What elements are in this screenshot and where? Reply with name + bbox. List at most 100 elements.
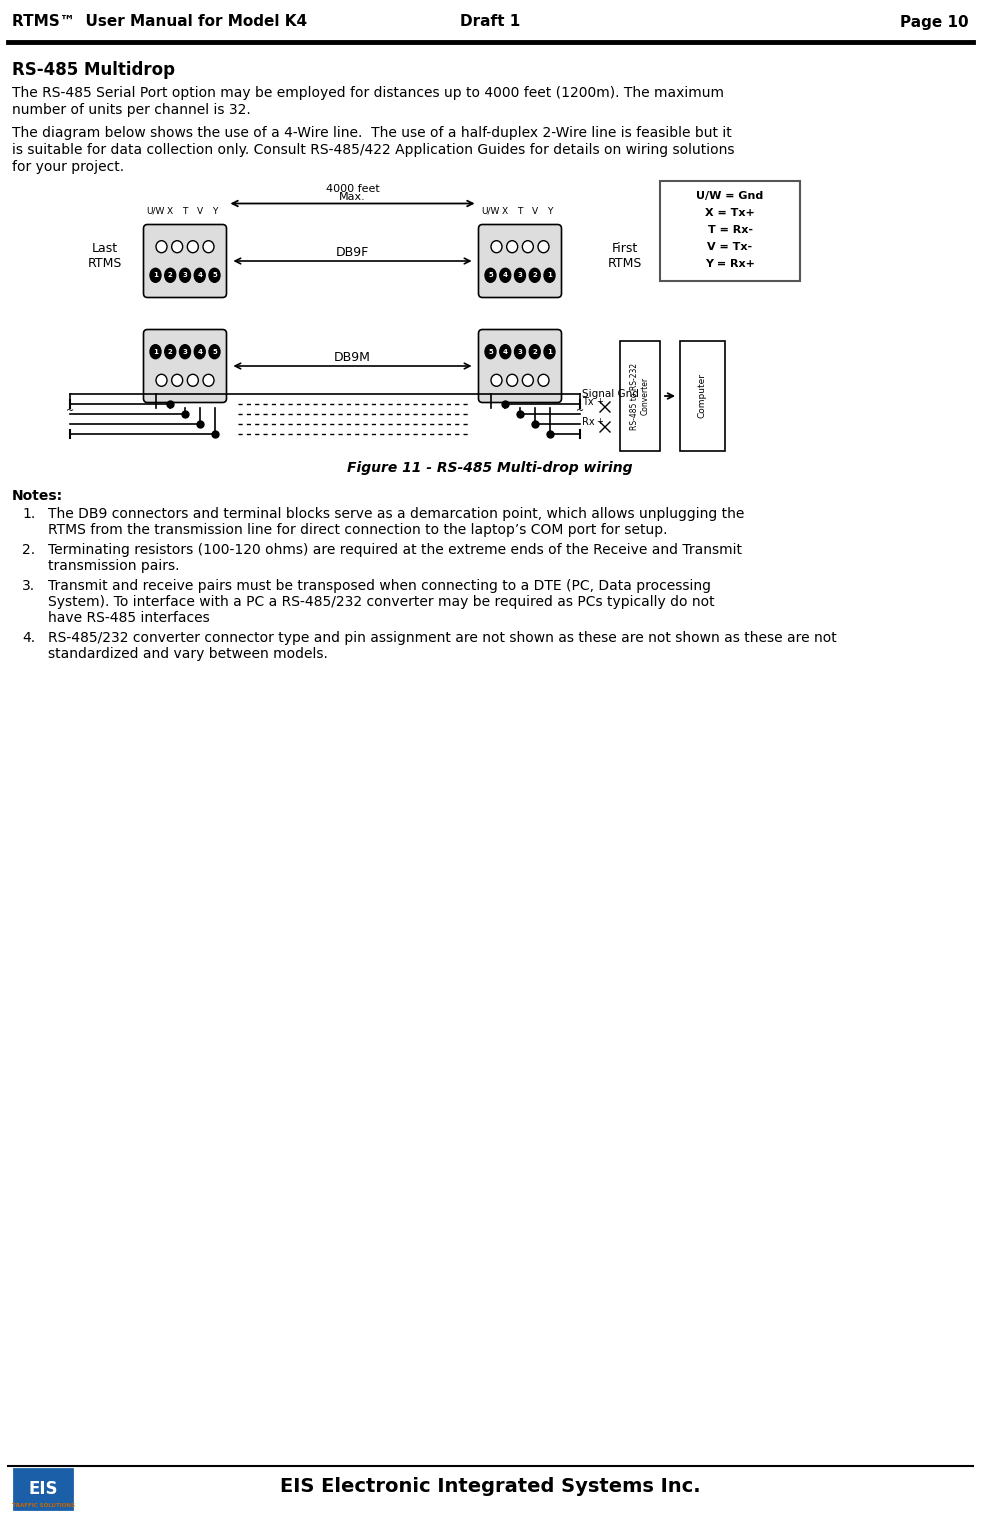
Ellipse shape bbox=[538, 240, 549, 252]
Ellipse shape bbox=[514, 345, 526, 359]
Ellipse shape bbox=[544, 345, 555, 359]
Ellipse shape bbox=[203, 374, 214, 386]
FancyBboxPatch shape bbox=[143, 225, 227, 298]
Text: ~: ~ bbox=[576, 406, 584, 417]
Ellipse shape bbox=[187, 374, 198, 386]
Text: 2: 2 bbox=[168, 348, 173, 354]
Text: Max.: Max. bbox=[339, 192, 366, 201]
Text: Notes:: Notes: bbox=[12, 488, 63, 503]
Ellipse shape bbox=[165, 268, 176, 283]
Text: number of units per channel is 32.: number of units per channel is 32. bbox=[12, 103, 251, 117]
Text: 5: 5 bbox=[212, 272, 217, 278]
Text: for your project.: for your project. bbox=[12, 160, 125, 173]
Text: 4: 4 bbox=[502, 272, 508, 278]
Text: RS-485 to RS-232
Converter: RS-485 to RS-232 Converter bbox=[631, 362, 649, 429]
Bar bbox=[660, 181, 800, 281]
Ellipse shape bbox=[156, 240, 167, 252]
Text: 3.: 3. bbox=[22, 580, 35, 593]
Text: 1: 1 bbox=[153, 272, 158, 278]
Text: 3: 3 bbox=[182, 348, 187, 354]
Text: standardized and vary between models.: standardized and vary between models. bbox=[48, 646, 328, 662]
Ellipse shape bbox=[522, 374, 534, 386]
Text: 2: 2 bbox=[533, 272, 538, 278]
Ellipse shape bbox=[150, 345, 161, 359]
Text: transmission pairs.: transmission pairs. bbox=[48, 560, 180, 573]
Text: T: T bbox=[517, 207, 523, 216]
Ellipse shape bbox=[172, 374, 182, 386]
FancyBboxPatch shape bbox=[479, 330, 561, 403]
Text: RTMS from the transmission line for direct connection to the laptop’s COM port f: RTMS from the transmission line for dire… bbox=[48, 523, 667, 537]
Ellipse shape bbox=[194, 345, 205, 359]
Text: T: T bbox=[182, 207, 187, 216]
Text: have RS-485 interfaces: have RS-485 interfaces bbox=[48, 611, 210, 625]
Text: 5: 5 bbox=[212, 348, 217, 354]
Text: 5: 5 bbox=[489, 348, 492, 354]
Text: EIS Electronic Integrated Systems Inc.: EIS Electronic Integrated Systems Inc. bbox=[280, 1477, 700, 1497]
Text: Terminating resistors (100-120 ohms) are required at the extreme ends of the Rec: Terminating resistors (100-120 ohms) are… bbox=[48, 543, 742, 557]
Ellipse shape bbox=[491, 374, 502, 386]
Text: Computer: Computer bbox=[697, 374, 706, 418]
Text: DB9F: DB9F bbox=[336, 246, 369, 259]
Ellipse shape bbox=[194, 268, 205, 283]
Text: 1: 1 bbox=[547, 272, 552, 278]
Text: Rx: Rx bbox=[582, 417, 594, 427]
Text: V: V bbox=[532, 207, 538, 216]
Text: T = Rx-: T = Rx- bbox=[707, 225, 752, 236]
Text: Signal Gnd: Signal Gnd bbox=[582, 389, 639, 399]
Ellipse shape bbox=[156, 374, 167, 386]
Ellipse shape bbox=[209, 268, 220, 283]
Text: 1: 1 bbox=[547, 348, 552, 354]
Text: +: + bbox=[596, 397, 603, 406]
Text: 4: 4 bbox=[502, 348, 508, 354]
Text: RS-485 Multidrop: RS-485 Multidrop bbox=[12, 61, 175, 79]
Text: is suitable for data collection only. Consult RS-485/422 Application Guides for : is suitable for data collection only. Co… bbox=[12, 143, 735, 157]
Text: Transmit and receive pairs must be transposed when connecting to a DTE (PC, Data: Transmit and receive pairs must be trans… bbox=[48, 580, 711, 593]
FancyBboxPatch shape bbox=[143, 330, 227, 403]
Text: U/W = Gnd: U/W = Gnd bbox=[697, 192, 763, 201]
Text: 4: 4 bbox=[197, 272, 202, 278]
Ellipse shape bbox=[180, 268, 190, 283]
Text: Last
RTMS: Last RTMS bbox=[88, 242, 123, 271]
Text: 2: 2 bbox=[533, 348, 538, 354]
Text: The DB9 connectors and terminal blocks serve as a demarcation point, which allow: The DB9 connectors and terminal blocks s… bbox=[48, 506, 745, 522]
Text: +: + bbox=[596, 417, 603, 426]
Text: Y: Y bbox=[546, 207, 552, 216]
Ellipse shape bbox=[172, 240, 182, 252]
Ellipse shape bbox=[209, 345, 220, 359]
Text: 1.: 1. bbox=[22, 506, 35, 522]
Text: Tx: Tx bbox=[582, 397, 594, 408]
Text: U/W: U/W bbox=[146, 207, 165, 216]
Ellipse shape bbox=[522, 240, 534, 252]
Text: TRAFFIC SOLUTIONS: TRAFFIC SOLUTIONS bbox=[12, 1503, 75, 1507]
Ellipse shape bbox=[499, 345, 511, 359]
Ellipse shape bbox=[165, 345, 176, 359]
Text: DB9M: DB9M bbox=[335, 351, 371, 364]
Ellipse shape bbox=[499, 268, 511, 283]
Text: The diagram below shows the use of a 4-Wire line.  The use of a half-duplex 2-Wi: The diagram below shows the use of a 4-W… bbox=[12, 126, 732, 140]
Bar bbox=[620, 341, 660, 452]
Text: First
RTMS: First RTMS bbox=[608, 242, 643, 271]
Ellipse shape bbox=[544, 268, 555, 283]
Text: V: V bbox=[196, 207, 203, 216]
Text: X = Tx+: X = Tx+ bbox=[705, 208, 754, 218]
Ellipse shape bbox=[514, 268, 526, 283]
Ellipse shape bbox=[530, 268, 541, 283]
Ellipse shape bbox=[187, 240, 198, 252]
Ellipse shape bbox=[485, 268, 496, 283]
Ellipse shape bbox=[538, 374, 549, 386]
Ellipse shape bbox=[506, 374, 518, 386]
Text: X: X bbox=[167, 207, 174, 216]
Text: 2: 2 bbox=[168, 272, 173, 278]
Text: Y: Y bbox=[212, 207, 217, 216]
Text: Y = Rx+: Y = Rx+ bbox=[705, 259, 755, 269]
Text: EIS: EIS bbox=[28, 1480, 58, 1498]
Bar bbox=[680, 341, 725, 452]
Text: 4000 feet: 4000 feet bbox=[326, 184, 380, 193]
Text: Draft 1: Draft 1 bbox=[460, 15, 520, 29]
Ellipse shape bbox=[530, 345, 541, 359]
FancyBboxPatch shape bbox=[479, 225, 561, 298]
Text: 3: 3 bbox=[518, 272, 523, 278]
Text: System). To interface with a PC a RS-485/232 converter may be required as PCs ty: System). To interface with a PC a RS-485… bbox=[48, 595, 714, 608]
Text: 3: 3 bbox=[182, 272, 187, 278]
Text: 2.: 2. bbox=[22, 543, 35, 557]
